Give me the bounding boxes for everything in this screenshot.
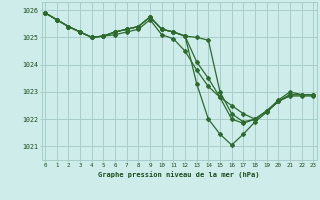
X-axis label: Graphe pression niveau de la mer (hPa): Graphe pression niveau de la mer (hPa) (99, 171, 260, 178)
